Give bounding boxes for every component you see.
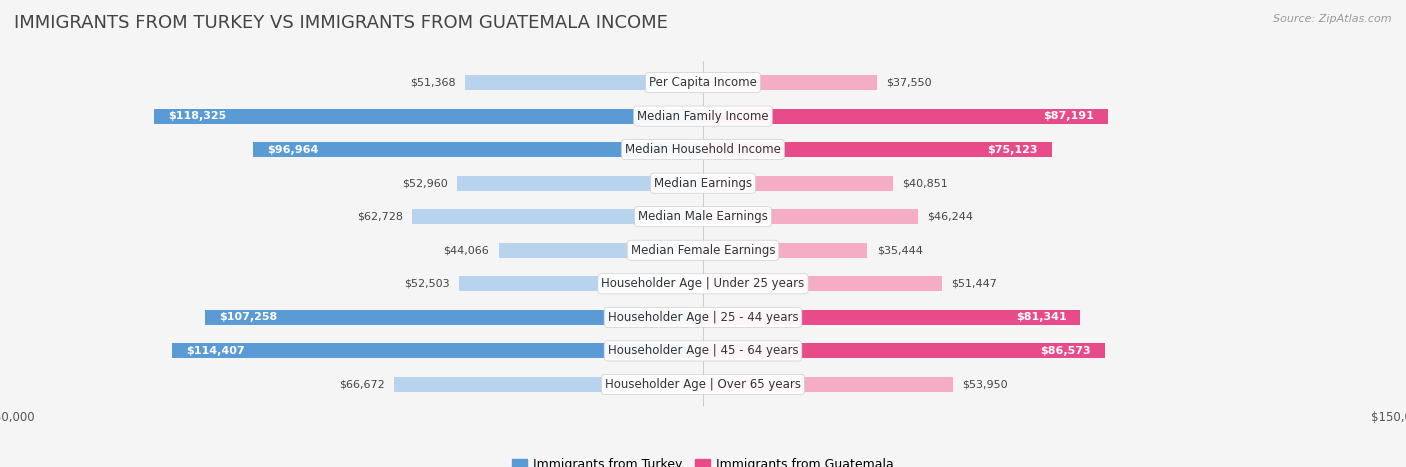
Bar bbox=[703, 108, 1108, 124]
Text: $62,728: $62,728 bbox=[357, 212, 402, 222]
Text: $52,960: $52,960 bbox=[402, 178, 449, 188]
Text: $86,573: $86,573 bbox=[1040, 346, 1091, 356]
Text: $96,964: $96,964 bbox=[267, 145, 318, 155]
Bar bbox=[457, 176, 703, 191]
Bar bbox=[464, 75, 703, 90]
Bar bbox=[172, 343, 703, 359]
Bar bbox=[412, 209, 703, 224]
Text: $87,191: $87,191 bbox=[1043, 111, 1094, 121]
Text: $66,672: $66,672 bbox=[339, 380, 384, 389]
Bar bbox=[253, 142, 703, 157]
Text: $46,244: $46,244 bbox=[927, 212, 973, 222]
Text: Median Household Income: Median Household Income bbox=[626, 143, 780, 156]
Bar bbox=[394, 377, 703, 392]
Text: $44,066: $44,066 bbox=[443, 245, 489, 255]
Bar bbox=[703, 75, 877, 90]
Bar bbox=[155, 108, 703, 124]
Text: Median Earnings: Median Earnings bbox=[654, 177, 752, 190]
Bar bbox=[703, 243, 868, 258]
Text: $40,851: $40,851 bbox=[901, 178, 948, 188]
Text: Per Capita Income: Per Capita Income bbox=[650, 76, 756, 89]
Bar bbox=[703, 310, 1080, 325]
Bar bbox=[703, 343, 1105, 359]
Text: Source: ZipAtlas.com: Source: ZipAtlas.com bbox=[1274, 14, 1392, 24]
Bar bbox=[703, 377, 953, 392]
Bar bbox=[205, 310, 703, 325]
Text: $37,550: $37,550 bbox=[887, 78, 932, 87]
Bar bbox=[703, 142, 1052, 157]
Text: Median Family Income: Median Family Income bbox=[637, 110, 769, 122]
Text: $75,123: $75,123 bbox=[987, 145, 1038, 155]
Bar bbox=[703, 176, 893, 191]
Text: Median Female Earnings: Median Female Earnings bbox=[631, 244, 775, 257]
Text: Householder Age | Over 65 years: Householder Age | Over 65 years bbox=[605, 378, 801, 391]
Text: $51,368: $51,368 bbox=[409, 78, 456, 87]
Text: $35,444: $35,444 bbox=[877, 245, 922, 255]
Bar bbox=[460, 276, 703, 291]
Text: $114,407: $114,407 bbox=[186, 346, 245, 356]
Bar bbox=[499, 243, 703, 258]
Text: Householder Age | 25 - 44 years: Householder Age | 25 - 44 years bbox=[607, 311, 799, 324]
Text: Householder Age | Under 25 years: Householder Age | Under 25 years bbox=[602, 277, 804, 290]
Text: Median Male Earnings: Median Male Earnings bbox=[638, 210, 768, 223]
Text: IMMIGRANTS FROM TURKEY VS IMMIGRANTS FROM GUATEMALA INCOME: IMMIGRANTS FROM TURKEY VS IMMIGRANTS FRO… bbox=[14, 14, 668, 32]
Text: $51,447: $51,447 bbox=[950, 279, 997, 289]
Legend: Immigrants from Turkey, Immigrants from Guatemala: Immigrants from Turkey, Immigrants from … bbox=[508, 453, 898, 467]
Text: $107,258: $107,258 bbox=[219, 312, 277, 322]
Text: $53,950: $53,950 bbox=[963, 380, 1008, 389]
Text: Householder Age | 45 - 64 years: Householder Age | 45 - 64 years bbox=[607, 345, 799, 357]
Bar bbox=[703, 209, 918, 224]
Bar bbox=[703, 276, 942, 291]
Text: $81,341: $81,341 bbox=[1015, 312, 1067, 322]
Text: $118,325: $118,325 bbox=[167, 111, 226, 121]
Text: $52,503: $52,503 bbox=[405, 279, 450, 289]
